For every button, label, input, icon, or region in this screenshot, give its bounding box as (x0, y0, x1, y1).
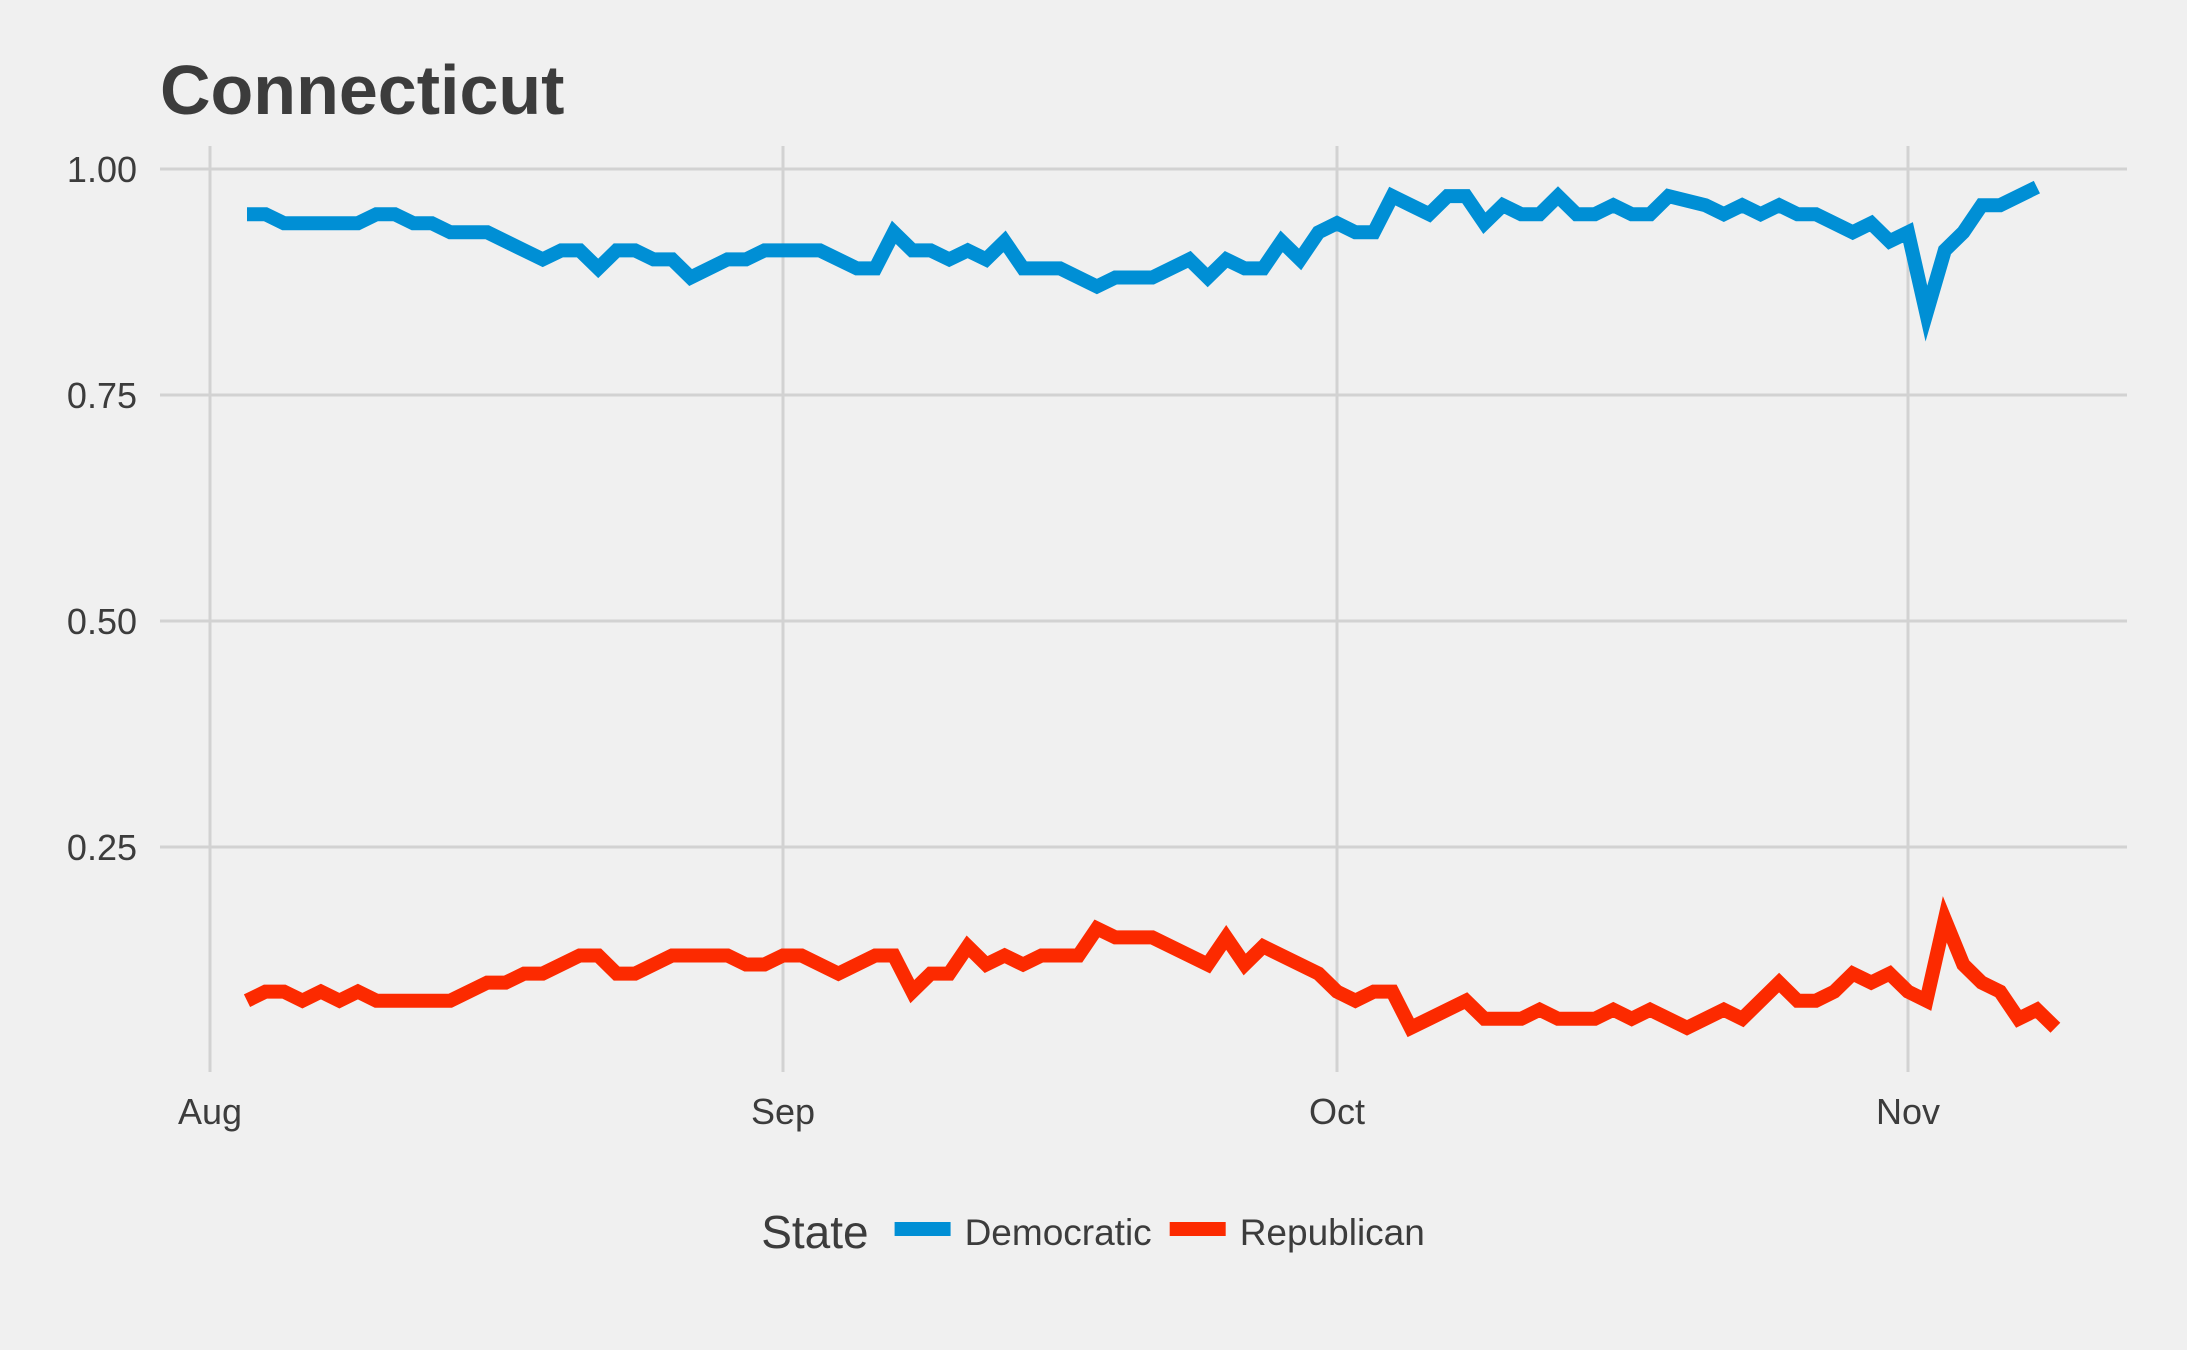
legend: State Democratic Republican (761, 1206, 1425, 1258)
legend-title: State (761, 1206, 868, 1258)
series-line-democratic (247, 187, 2037, 314)
x-tick-label: Nov (1876, 1091, 1940, 1132)
x-tick-label: Sep (751, 1091, 815, 1132)
y-tick-label: 1.00 (67, 149, 137, 190)
legend-label-republican: Republican (1240, 1212, 1425, 1253)
y-tick-label: 0.50 (67, 601, 137, 642)
x-tick-labels: Aug Sep Oct Nov (178, 1091, 1940, 1132)
series-lines (247, 187, 2055, 1028)
legend-label-democratic: Democratic (965, 1212, 1152, 1253)
x-tick-label: Oct (1309, 1091, 1365, 1132)
legend-key-democratic (895, 1222, 951, 1236)
x-gridlines (210, 146, 1908, 1072)
legend-key-republican (1170, 1222, 1226, 1236)
y-tick-label: 0.75 (67, 375, 137, 416)
y-tick-label: 0.25 (67, 827, 137, 868)
x-tick-label: Aug (178, 1091, 242, 1132)
legend-items: Democratic Republican (895, 1212, 1425, 1253)
chart-title: Connecticut (160, 51, 564, 129)
y-tick-labels: 0.25 0.50 0.75 1.00 (67, 149, 137, 868)
series-line-republican (247, 919, 2055, 1028)
